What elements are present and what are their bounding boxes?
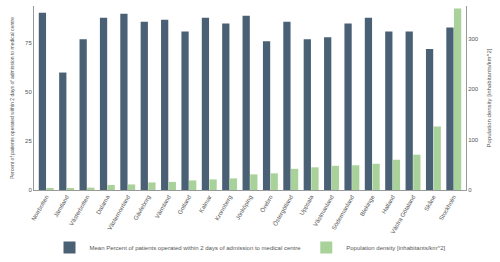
svg-text:Population density [inhabitant: Population density [inhabitants/km^2]	[486, 48, 492, 147]
svg-text:0: 0	[468, 187, 472, 193]
svg-text:Jämtland: Jämtland	[53, 194, 70, 218]
svg-text:Västmanland: Västmanland	[312, 194, 335, 227]
svg-text:Jönköping: Jönköping	[235, 194, 254, 221]
svg-text:Dalarna: Dalarna	[95, 194, 111, 216]
svg-text:0: 0	[28, 187, 32, 193]
svg-text:Västerbotten: Västerbotten	[68, 194, 90, 226]
svg-text:100: 100	[468, 137, 479, 143]
svg-text:Västernorrland: Västernorrland	[106, 194, 131, 231]
svg-text:Mean Percent of patients opera: Mean Percent of patients operated within…	[90, 245, 302, 251]
svg-text:Västra Götaland: Västra Götaland	[390, 194, 417, 235]
svg-text:Värmland: Värmland	[154, 194, 172, 219]
svg-text:Örebro: Örebro	[259, 194, 274, 214]
svg-text:Population density [inhabitant: Population density [inhabitants/km^2]	[346, 245, 445, 251]
svg-text:Stockholm: Stockholm	[438, 194, 457, 221]
svg-text:Södermanland: Södermanland	[331, 194, 356, 231]
svg-text:25: 25	[25, 138, 32, 144]
svg-text:50: 50	[25, 89, 32, 95]
svg-text:Blekinge: Blekinge	[359, 194, 376, 218]
svg-text:200: 200	[468, 86, 479, 92]
svg-text:Gotland: Gotland	[177, 194, 193, 215]
svg-text:Skåne: Skåne	[423, 194, 437, 212]
svg-text:Östergötland: Östergötland	[272, 194, 294, 227]
svg-text:Halland: Halland	[381, 194, 396, 215]
svg-text:Kronoberg: Kronoberg	[214, 194, 233, 221]
svg-text:Uppsala: Uppsala	[298, 194, 315, 217]
svg-text:75: 75	[25, 40, 32, 46]
svg-text:Norrbotten: Norrbotten	[30, 194, 49, 222]
svg-text:300: 300	[468, 36, 479, 42]
svg-text:Kalmar: Kalmar	[198, 194, 213, 213]
svg-text:Percent of patients operated w: Percent of patients operated within 2 da…	[9, 17, 15, 179]
svg-text:Gävleborg: Gävleborg	[133, 194, 152, 221]
